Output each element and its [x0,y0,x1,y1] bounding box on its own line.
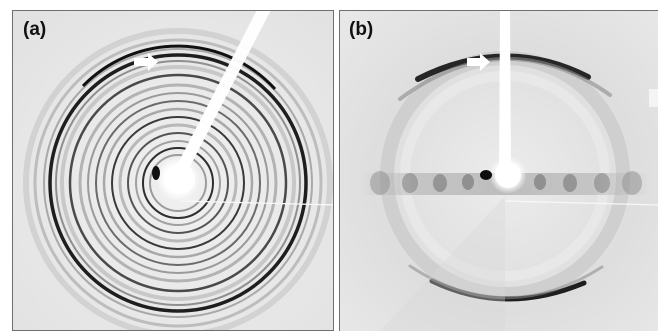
diffraction-pattern-b [340,11,658,331]
panel-a: (a) [12,10,334,331]
diffraction-pattern-a [13,11,333,330]
panel-b: (b) [339,10,658,331]
panel-label-a: (a) [23,19,47,40]
arrow-icon [134,53,158,71]
arrow-icon [467,53,490,71]
panel-label-b: (b) [349,19,374,40]
